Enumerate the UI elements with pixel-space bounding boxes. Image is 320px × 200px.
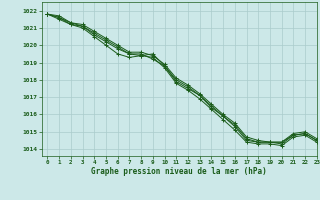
X-axis label: Graphe pression niveau de la mer (hPa): Graphe pression niveau de la mer (hPa) bbox=[91, 167, 267, 176]
